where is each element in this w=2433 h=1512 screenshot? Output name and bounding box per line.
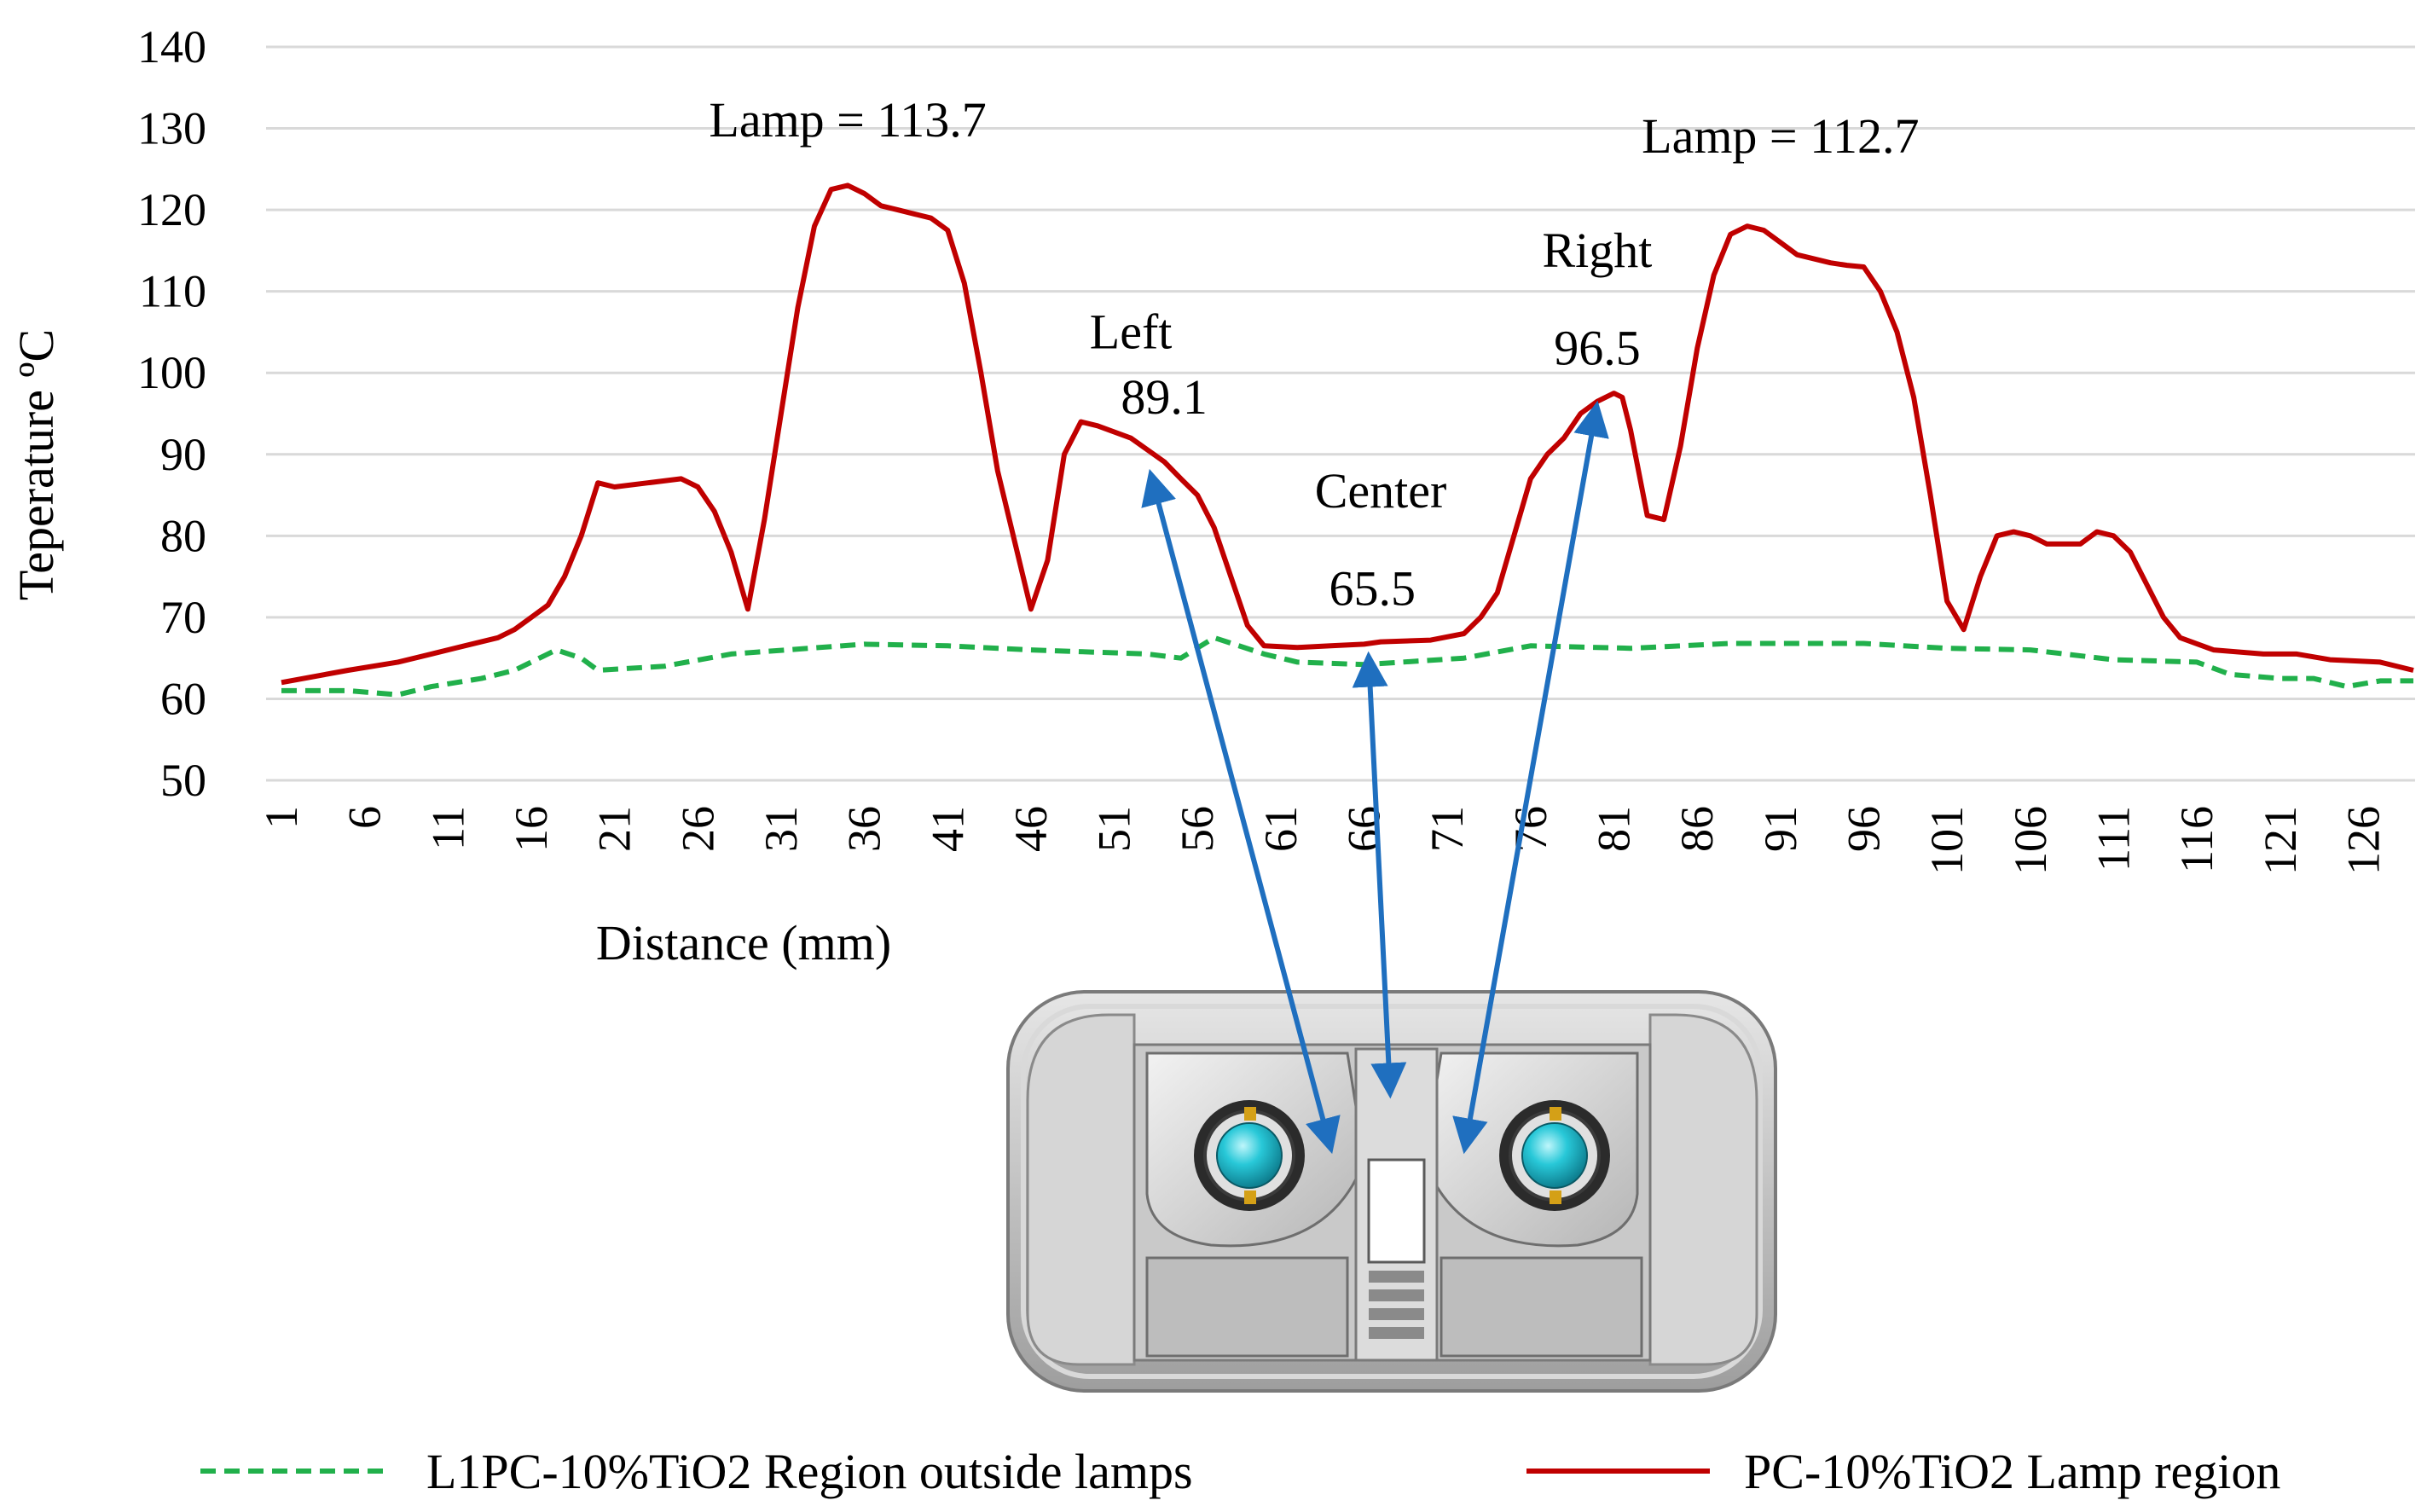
arrow-right [1452, 400, 1609, 1155]
x-tick-label: 11 [422, 806, 473, 850]
y-tick-label: 90 [160, 429, 206, 480]
x-tick-label: 51 [1089, 806, 1140, 852]
x-tick-label: 66 [1339, 806, 1390, 852]
annotation-label: Lamp = 112.7 [1642, 108, 1919, 164]
legend: L1PC-10%TiO2 Region outside lamps PC-10%… [200, 1444, 2280, 1499]
y-tick-label: 80 [160, 510, 206, 561]
x-tick-label: 96 [1838, 806, 1889, 852]
annotation-label: 96.5 [1554, 321, 1641, 376]
x-tick-label: 81 [1589, 806, 1640, 852]
x-tick-label: 86 [1671, 806, 1723, 852]
series-line-lamp-region [281, 182, 2414, 686]
arrow-left [1141, 468, 1341, 1155]
legend-label-lamp: PC-10%TiO2 Lamp region [1744, 1444, 2280, 1499]
x-tick-label: 121 [2255, 806, 2306, 875]
x-tick-labels: 1 6 11 16 21 26 31 36 41 46 51 56 61 66 71 76 81 86 91 96 10… [256, 806, 2389, 875]
annotations: Lamp = 113.7 Lamp = 112.7 Right 96.5 Left 89.… [709, 92, 1919, 616]
y-tick-label: 130 [137, 103, 206, 154]
x-tick-label: 61 [1255, 806, 1306, 852]
y-tick-label: 100 [137, 347, 206, 398]
x-tick-label: 71 [1422, 806, 1473, 852]
x-tick-label: 1 [256, 806, 307, 829]
y-tick-label: 140 [137, 21, 206, 72]
y-tick-labels: 50 60 70 80 90 100 110 120 130 140 [137, 21, 206, 806]
annotation-label: Right [1543, 223, 1653, 278]
arrow-center [1352, 651, 1407, 1099]
x-tick-label: 126 [2337, 806, 2389, 875]
annotation-label: Lamp = 113.7 [709, 92, 986, 148]
annotation-label: 89.1 [1121, 369, 1208, 425]
y-tick-label: 70 [160, 592, 206, 643]
y-axis-title: Teperature ºC [9, 329, 64, 600]
x-tick-label: 46 [1005, 806, 1057, 852]
legend-label-outside: L1PC-10%TiO2 Region outside lamps [426, 1444, 1193, 1499]
x-tick-label: 76 [1505, 806, 1556, 852]
x-tick-label: 31 [756, 806, 807, 852]
annotation-label: Center [1315, 463, 1447, 518]
x-tick-label: 36 [839, 806, 890, 852]
x-tick-label: 106 [2005, 806, 2056, 875]
y-tick-label: 60 [160, 673, 206, 724]
x-tick-label: 16 [506, 806, 557, 852]
x-tick-label: 56 [1172, 806, 1223, 852]
pointer-arrows [1141, 400, 1609, 1155]
x-tick-label: 111 [2088, 806, 2139, 872]
gridlines [266, 45, 2415, 782]
x-tick-label: 116 [2171, 806, 2222, 873]
annotation-label: 65.5 [1329, 561, 1416, 617]
y-tick-label: 110 [139, 266, 206, 317]
x-axis-title: Distance (mm) [596, 915, 891, 970]
y-tick-label: 50 [160, 755, 206, 806]
x-tick-label: 101 [1921, 806, 1972, 875]
x-tick-label: 91 [1755, 806, 1806, 852]
annotation-label: Left [1090, 304, 1173, 360]
y-tick-label: 120 [137, 184, 206, 235]
x-tick-label: 6 [339, 806, 391, 829]
lamp-housing-illustration [1006, 990, 1777, 1393]
x-tick-label: 26 [672, 806, 723, 852]
x-tick-label: 41 [922, 806, 973, 852]
x-tick-label: 21 [589, 806, 640, 852]
